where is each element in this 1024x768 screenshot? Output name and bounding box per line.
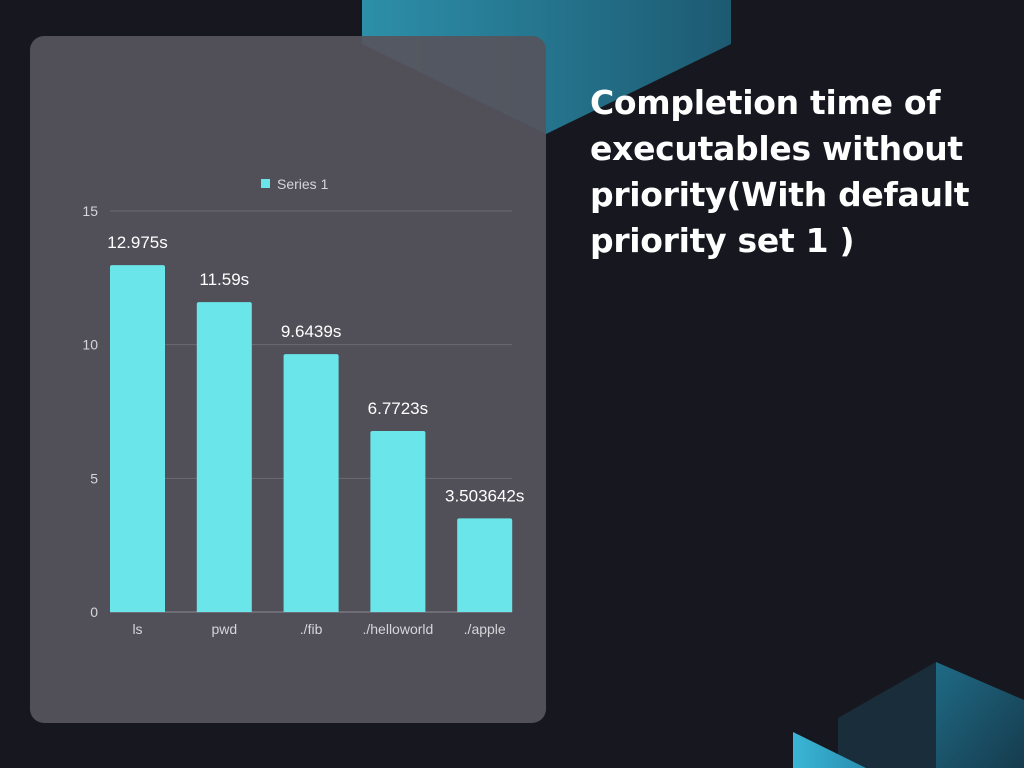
legend-label: Series 1 xyxy=(277,176,329,192)
slide-title: Completion time of executables without p… xyxy=(590,83,970,260)
data-label: 11.59s xyxy=(199,270,249,289)
bar xyxy=(370,430,426,612)
bar xyxy=(457,518,513,612)
bottom-left-hexagon-shape xyxy=(793,732,866,768)
legend-swatch xyxy=(261,179,270,188)
data-label: 6.7723s xyxy=(368,399,429,418)
data-label: 9.6439s xyxy=(281,322,342,341)
x-tick-label: pwd xyxy=(211,621,237,637)
bottom-right-hexagon-dark-shape xyxy=(838,662,936,768)
y-tick-label: 0 xyxy=(90,604,98,620)
x-tick-label: ./apple xyxy=(464,621,506,637)
top-hexagon-shape xyxy=(362,0,731,134)
bar xyxy=(110,265,165,612)
y-tick-label: 10 xyxy=(82,337,98,353)
data-label: 3.503642s xyxy=(445,486,524,505)
bottom-right-hexagon-shape xyxy=(936,662,1024,768)
y-tick-label: 5 xyxy=(90,470,98,486)
data-label: 12.975s xyxy=(107,233,168,252)
y-tick-label: 15 xyxy=(82,203,98,219)
x-tick-label: ./helloworld xyxy=(362,621,433,637)
bar xyxy=(283,354,339,612)
bar xyxy=(196,302,252,612)
x-tick-label: ./fib xyxy=(300,621,323,637)
x-tick-label: ls xyxy=(132,621,142,637)
